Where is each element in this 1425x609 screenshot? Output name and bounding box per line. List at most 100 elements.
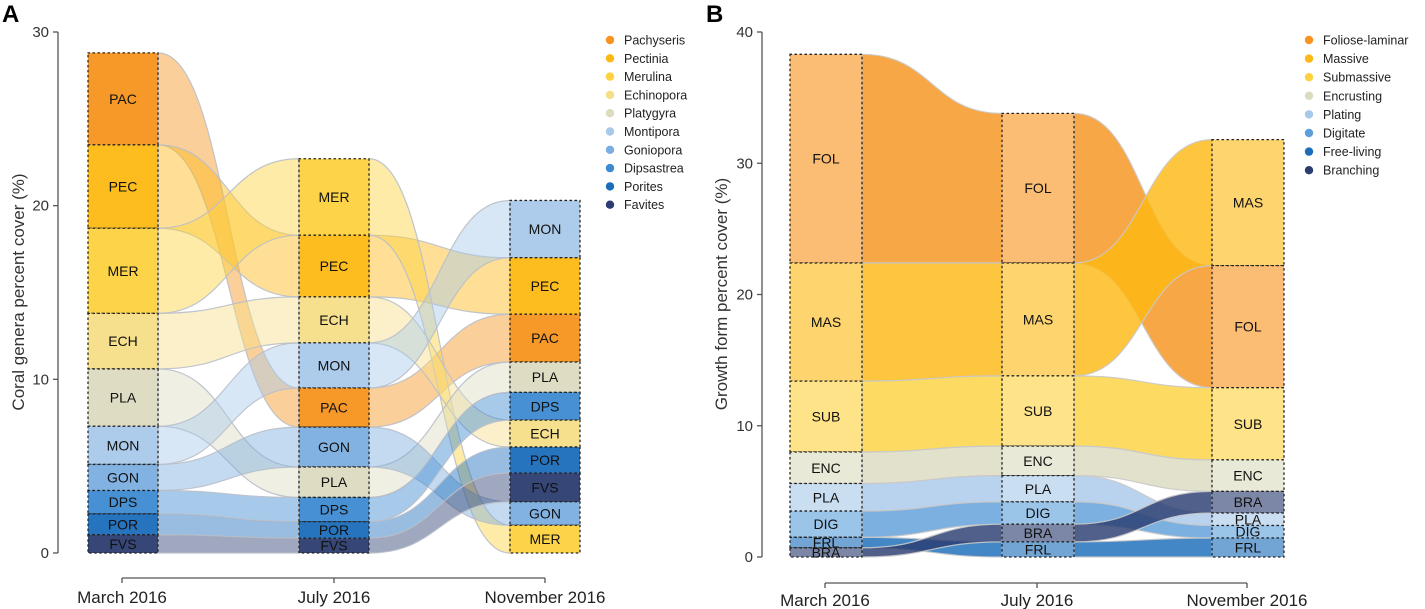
y-tick-label: 30 [32, 24, 49, 41]
stratum-sub-1 [1001, 375, 1075, 447]
legend-label: Pectinia [624, 52, 669, 66]
stratum-label-gon-1: GON [318, 439, 350, 455]
stratum-label-bra-0: BRA [812, 544, 841, 560]
stratum-frl-1 [1001, 541, 1075, 558]
legend-dot-icon [1304, 35, 1314, 45]
y-tick-label: 0 [745, 549, 753, 566]
stratum-dps-0 [87, 489, 159, 515]
x-tick-label: November 2016 [1187, 591, 1308, 609]
legend-item-mon: Montipora [605, 125, 680, 139]
legend-label: Massive [1323, 52, 1369, 66]
stratum-frl-2 [1211, 537, 1285, 558]
flow-fol-0-1 [861, 53, 1003, 264]
panel-letter-a: A [2, 1, 19, 28]
stratum-ech-0 [87, 312, 159, 370]
stratum-mon-0 [87, 425, 159, 466]
legend-dot-icon [605, 90, 615, 100]
legend-dot-icon [1304, 110, 1314, 119]
legend-item-enc: Encrusting [1304, 89, 1382, 103]
stratum-label-por-1: POR [319, 522, 349, 538]
stacks-b: FOLMASSUBENCPLADIGFRLBRAFOLMASSUBENCPLAD… [789, 53, 1285, 560]
legend-label: Digitate [1323, 127, 1365, 141]
flows-a [157, 52, 511, 554]
legend-dot-icon [1304, 147, 1314, 156]
stratum-label-pec-0: PEC [109, 179, 138, 195]
legend-item-pac: Pachyseris [605, 34, 685, 48]
stratum-label-ech-0: ECH [108, 333, 138, 349]
legend-item-bra: Branching [1304, 164, 1379, 178]
y-tick-label: 40 [736, 24, 753, 41]
legend-label: Branching [1323, 164, 1379, 178]
legend-label: Montipora [624, 125, 680, 139]
stratum-label-pla-2: PLA [532, 369, 559, 385]
stratum-label-mon-2: MON [529, 221, 562, 237]
stratum-label-dps-2: DPS [531, 398, 560, 414]
stratum-pac-2 [509, 313, 581, 363]
stratum-label-pac-2: PAC [531, 330, 559, 346]
legend-item-pla: Plating [1304, 108, 1361, 122]
stratum-ech-2 [509, 419, 581, 448]
stratum-fol-0 [789, 53, 863, 264]
legend-dot-icon [1304, 73, 1314, 82]
legend-item-ech: Echinopora [605, 88, 687, 102]
legend-dot-icon [605, 182, 615, 191]
x-axis-a: March 2016 July 2016 November 2016 [77, 577, 606, 607]
legend-label: Submassive [1323, 71, 1391, 85]
stratum-pla-0 [789, 482, 863, 512]
y-tick-label: 10 [32, 371, 49, 388]
x-tick-label: July 2016 [298, 588, 371, 607]
legend-dot-icon [605, 145, 615, 154]
legend-item-mer: Merulina [605, 70, 672, 84]
stratum-mer-0 [87, 227, 159, 314]
stratum-label-por-0: POR [108, 516, 138, 532]
stratum-mer-2 [509, 524, 581, 554]
stratum-enc-2 [1211, 459, 1285, 493]
legend-item-por: Porites [605, 180, 663, 194]
stratum-label-mon-1: MON [318, 357, 351, 373]
stratum-mas-2 [1211, 138, 1285, 267]
stratum-mas-0 [789, 262, 863, 382]
y-axis-b: 0 10 20 30 40 [736, 24, 763, 566]
stratum-fvs-2 [509, 472, 581, 503]
stratum-label-mas-2: MAS [1233, 195, 1263, 211]
stratum-label-dig-2: DIG [1236, 524, 1261, 540]
stratum-label-dig-0: DIG [814, 516, 839, 532]
stratum-fol-1 [1001, 112, 1075, 264]
x-tick-label: November 2016 [485, 588, 606, 607]
stratum-enc-1 [1001, 445, 1075, 477]
legend-item-pec: Pectinia [605, 52, 669, 66]
y-axis-a: 0 10 20 30 [32, 24, 59, 562]
legend-item-pla: Platygyra [605, 107, 676, 121]
legend-label: Porites [624, 180, 663, 194]
stratum-label-bra-1: BRA [1024, 525, 1053, 541]
legend-dot-icon [605, 35, 615, 45]
legend-dot-icon [605, 54, 615, 63]
stratum-ech-1 [298, 296, 370, 344]
x-tick-label: March 2016 [77, 588, 167, 607]
stratum-pac-1 [298, 387, 370, 428]
stratum-label-pac-1: PAC [320, 400, 348, 416]
legend-dot-icon [1304, 54, 1314, 63]
stratum-label-pla-1: PLA [321, 474, 348, 490]
stratum-label-gon-2: GON [529, 505, 561, 521]
legend-item-fol: Foliose-laminar [1304, 34, 1408, 48]
legend-b: Foliose-laminar Massive Submassive Encrusti… [1304, 34, 1408, 178]
stratum-label-fvs-0: FVS [109, 536, 136, 552]
stratum-label-mas-1: MAS [1023, 311, 1053, 327]
legend-dot-icon [1304, 166, 1314, 175]
stratum-label-pec-2: PEC [531, 278, 560, 294]
y-tick-label: 0 [41, 545, 49, 562]
stratum-label-dig-1: DIG [1026, 505, 1051, 521]
stratum-label-enc-2: ENC [1233, 468, 1263, 484]
flow-mas-0-1 [861, 262, 1003, 382]
legend-label: Merulina [624, 70, 672, 84]
stratum-label-pla-1: PLA [1025, 481, 1052, 497]
stratum-gon-0 [87, 463, 159, 492]
legend-item-fvs: Favites [605, 198, 664, 212]
flow-fvs-0-1 [157, 534, 300, 554]
stratum-label-mer-0: MER [107, 263, 138, 279]
panel-b: B FOLMASSUBENCPLADIGFRLBRAFOLMASSUBENCPL… [706, 1, 1408, 609]
stratum-gon-2 [509, 501, 581, 526]
stratum-label-mer-1: MER [318, 189, 349, 205]
stratum-label-fvs-2: FVS [531, 479, 558, 495]
